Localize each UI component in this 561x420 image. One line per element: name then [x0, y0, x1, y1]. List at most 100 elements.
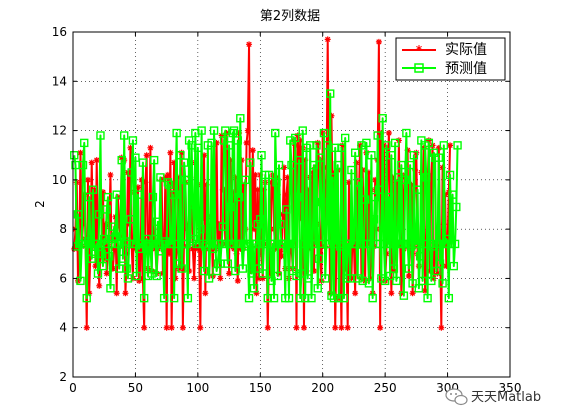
- data-point: [372, 176, 379, 183]
- data-point: [100, 234, 109, 244]
- data-point: [93, 157, 100, 164]
- y-tick-label: 6: [59, 271, 67, 285]
- data-point: [398, 239, 407, 249]
- data-point: [242, 239, 251, 249]
- data-point: [319, 130, 326, 137]
- x-tick-label: 0: [69, 381, 77, 395]
- data-point: [73, 210, 83, 219]
- data-point: [425, 137, 432, 144]
- data-point: [382, 141, 391, 150]
- data-point: [223, 259, 233, 268]
- y-tick-label: 14: [52, 74, 67, 88]
- data-point: [447, 142, 454, 149]
- data-point: [92, 239, 101, 249]
- data-point: [327, 290, 334, 297]
- data-point: [157, 243, 164, 250]
- data-point: [193, 143, 203, 153]
- data-point: [186, 268, 193, 275]
- data-point: [83, 237, 93, 246]
- data-point: [218, 222, 228, 231]
- data-point: [76, 276, 85, 286]
- data-point: [101, 239, 110, 249]
- axes-frame: [72, 31, 511, 378]
- data-point: [124, 239, 134, 249]
- data-point: [103, 270, 110, 277]
- data-point: [174, 259, 184, 268]
- data-point: [207, 138, 216, 148]
- data-point: [254, 186, 261, 193]
- data-point: [178, 149, 185, 156]
- data-point: [369, 215, 379, 224]
- data-point: [283, 239, 292, 249]
- data-point: [146, 239, 155, 249]
- data-point: [418, 276, 427, 286]
- data-point: [194, 245, 201, 252]
- data-point: [409, 290, 416, 297]
- data-point: [218, 132, 225, 139]
- data-point: [110, 222, 119, 231]
- data-point: [434, 270, 441, 277]
- data-point: [167, 239, 176, 249]
- legend-label-predicted: 预测值: [445, 61, 487, 77]
- data-point: [176, 265, 183, 272]
- data-point: [316, 153, 325, 162]
- data-point: [217, 239, 226, 249]
- data-point: [309, 169, 316, 176]
- data-point: [317, 197, 326, 207]
- data-point: [314, 254, 324, 263]
- data-point: [226, 202, 235, 212]
- data-point: [387, 151, 396, 160]
- y-tick-label: 16: [52, 25, 67, 39]
- data-point: [184, 136, 194, 145]
- data-point: [278, 253, 285, 260]
- data-point: [209, 126, 219, 135]
- data-point: [439, 164, 446, 171]
- data-point: [284, 293, 294, 303]
- data-point: [246, 41, 253, 48]
- data-point: [257, 151, 266, 160]
- data-point: [253, 220, 262, 229]
- data-point: [404, 147, 411, 154]
- data-point: [134, 244, 144, 254]
- data-point: [88, 159, 95, 166]
- data-point: [131, 153, 140, 162]
- y-tick-label: 2: [59, 370, 67, 384]
- data-point: [164, 171, 171, 178]
- data-point: [197, 324, 204, 331]
- data-point: [139, 293, 149, 303]
- data-point: [302, 157, 309, 164]
- data-point: [352, 290, 359, 297]
- data-point: [303, 274, 312, 283]
- data-point: [367, 151, 376, 160]
- data-point: [188, 200, 198, 209]
- data-point: [258, 250, 265, 257]
- data-point: [80, 138, 89, 148]
- data-point: [213, 139, 220, 146]
- data-point: [226, 270, 233, 277]
- data-point: [264, 170, 274, 180]
- data-point: [392, 276, 401, 286]
- data-point: [315, 157, 322, 164]
- data-point: [358, 276, 367, 286]
- data-point: [402, 128, 411, 138]
- watermark: 天天Matlab: [445, 388, 541, 406]
- data-point: [354, 178, 364, 187]
- data-point: [122, 290, 129, 297]
- data-point: [96, 131, 105, 140]
- data-point: [339, 142, 346, 149]
- data-point: [161, 243, 168, 250]
- data-point: [247, 269, 256, 278]
- data-point: [181, 175, 190, 185]
- data-point: [136, 277, 143, 284]
- data-point: [227, 239, 236, 249]
- data-point: [453, 141, 462, 150]
- series-layer: [70, 36, 462, 331]
- data-point: [86, 290, 93, 297]
- data-point: [360, 195, 370, 204]
- data-point: [294, 155, 304, 165]
- data-point: [92, 263, 99, 270]
- data-point: [103, 192, 113, 202]
- data-point: [394, 173, 404, 182]
- data-point: [297, 269, 306, 278]
